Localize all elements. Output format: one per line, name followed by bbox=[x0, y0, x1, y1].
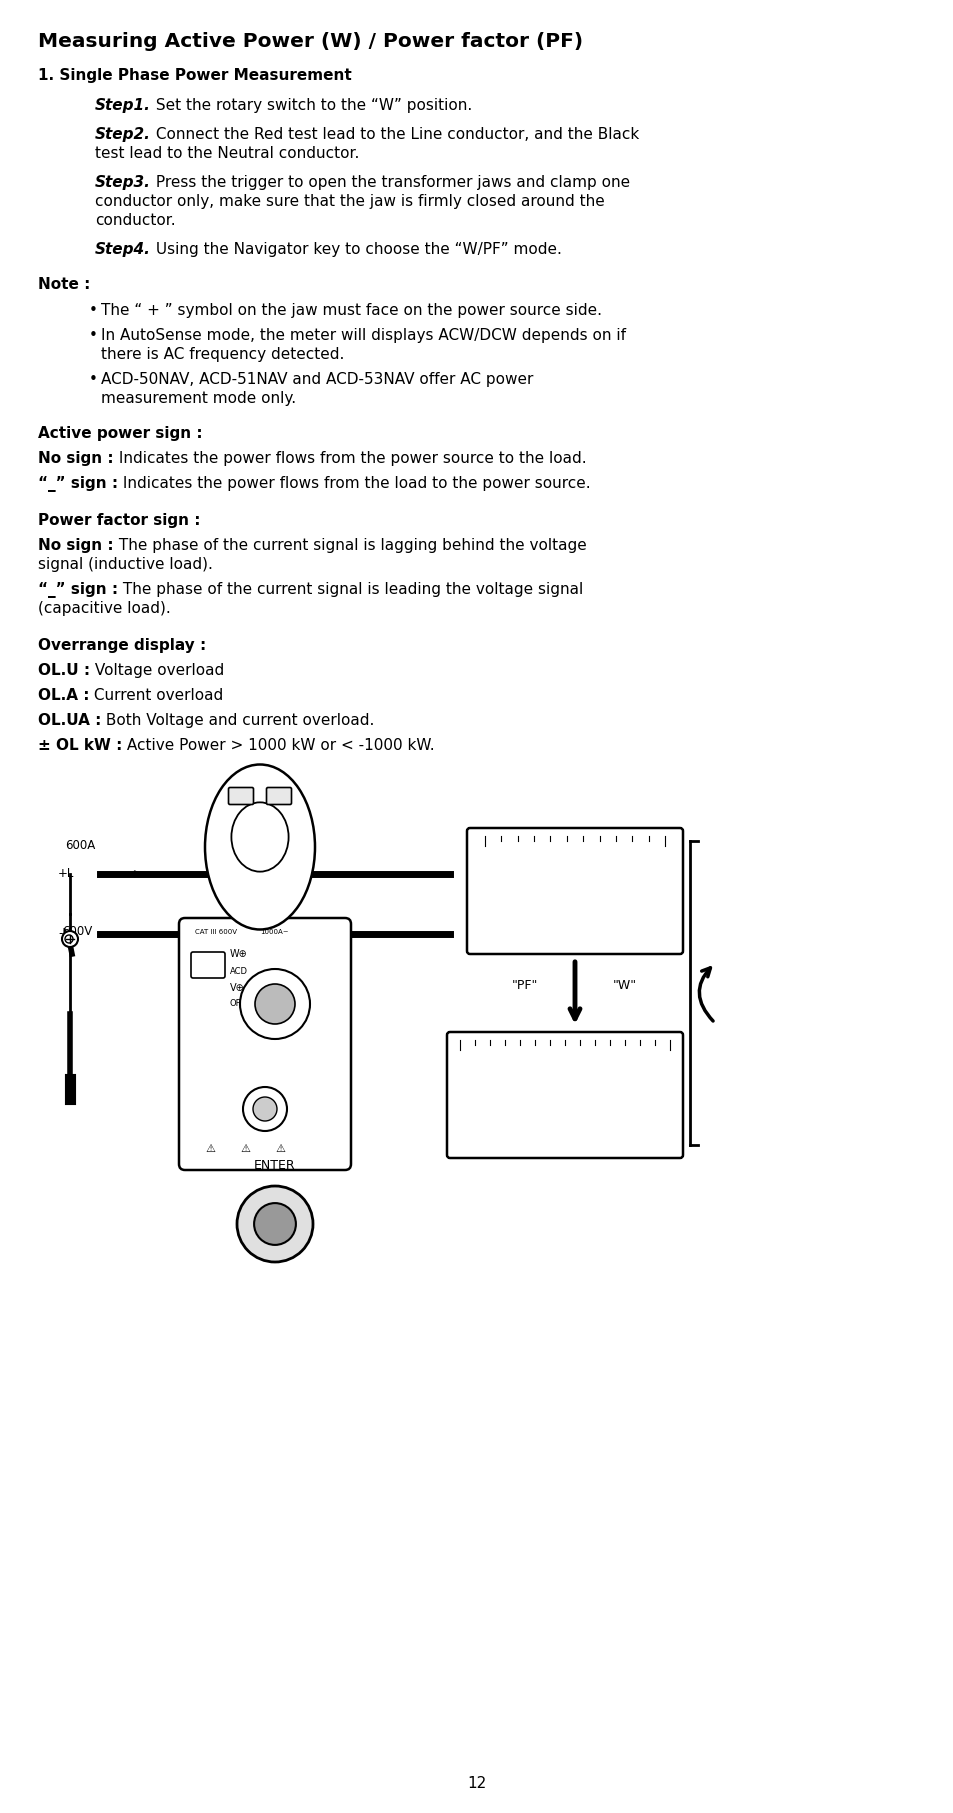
Text: –: – bbox=[210, 868, 216, 881]
Text: OL.UA :: OL.UA : bbox=[38, 713, 101, 729]
Text: W⊕: W⊕ bbox=[230, 948, 248, 959]
Circle shape bbox=[240, 968, 310, 1039]
Text: The phase of the current signal is leading the voltage signal: The phase of the current signal is leadi… bbox=[118, 582, 583, 596]
Text: "W": "W" bbox=[612, 979, 637, 992]
Text: (capacitive load).: (capacitive load). bbox=[38, 600, 171, 616]
Text: 1000A~: 1000A~ bbox=[260, 928, 289, 936]
Text: W⊕: W⊕ bbox=[196, 955, 218, 966]
Text: Indicates the power flows from the power source to the load.: Indicates the power flows from the power… bbox=[113, 451, 586, 466]
Text: Set the rotary switch to the “W” position.: Set the rotary switch to the “W” positio… bbox=[151, 98, 472, 112]
FancyBboxPatch shape bbox=[179, 917, 351, 1169]
Circle shape bbox=[254, 984, 294, 1024]
FancyBboxPatch shape bbox=[266, 787, 292, 805]
FancyBboxPatch shape bbox=[467, 829, 682, 954]
Text: +L: +L bbox=[58, 867, 74, 879]
Text: V⊕: V⊕ bbox=[230, 983, 245, 994]
Text: Indicates the power flows from the load to the power source.: Indicates the power flows from the load … bbox=[118, 477, 590, 491]
Text: ▼ W: ▼ W bbox=[488, 934, 511, 943]
Text: AC: AC bbox=[479, 850, 495, 861]
Text: kW: kW bbox=[648, 876, 667, 888]
Text: ⚠: ⚠ bbox=[274, 1144, 285, 1155]
Text: Step2.: Step2. bbox=[95, 127, 151, 141]
Text: No sign :: No sign : bbox=[38, 451, 113, 466]
Text: Press the trigger to open the transformer jaws and clamp one: Press the trigger to open the transforme… bbox=[151, 176, 629, 190]
Text: Active power sign :: Active power sign : bbox=[38, 426, 202, 441]
Text: ENTER: ENTER bbox=[253, 1159, 295, 1171]
Text: Measuring Active Power (W) / Power factor (PF): Measuring Active Power (W) / Power facto… bbox=[38, 33, 582, 51]
Text: •: • bbox=[89, 372, 98, 386]
Text: PF▼: PF▼ bbox=[504, 1137, 526, 1148]
Text: –: – bbox=[305, 868, 312, 881]
Text: Both Voltage and current overload.: Both Voltage and current overload. bbox=[101, 713, 375, 729]
Circle shape bbox=[65, 936, 73, 943]
Text: ⚠: ⚠ bbox=[240, 1144, 250, 1155]
Circle shape bbox=[253, 1204, 295, 1246]
FancyBboxPatch shape bbox=[229, 787, 253, 805]
Text: The “ + ” symbol on the jaw must face on the power source side.: The “ + ” symbol on the jaw must face on… bbox=[101, 303, 601, 317]
Circle shape bbox=[243, 1088, 287, 1131]
Text: •: • bbox=[89, 328, 98, 343]
Text: CAT III 600V: CAT III 600V bbox=[194, 928, 236, 936]
Text: 3500: 3500 bbox=[495, 859, 634, 906]
Text: test lead to the Neutral conductor.: test lead to the Neutral conductor. bbox=[95, 147, 359, 161]
Text: 600V: 600V bbox=[62, 925, 92, 937]
Text: Step4.: Step4. bbox=[95, 241, 151, 257]
Text: In AutoSense mode, the meter will displays ACW/DCW depends on if: In AutoSense mode, the meter will displa… bbox=[101, 328, 625, 343]
Text: The phase of the current signal is lagging behind the voltage: The phase of the current signal is laggi… bbox=[113, 538, 586, 553]
Text: -N: -N bbox=[58, 926, 71, 939]
Ellipse shape bbox=[232, 803, 289, 872]
Circle shape bbox=[236, 1186, 313, 1262]
Text: /: / bbox=[256, 790, 261, 800]
Text: “_” sign :: “_” sign : bbox=[38, 477, 118, 491]
Text: 1. Single Phase Power Measurement: 1. Single Phase Power Measurement bbox=[38, 69, 352, 83]
Text: OFF: OFF bbox=[230, 999, 246, 1008]
Text: 0.97: 0.97 bbox=[497, 1061, 621, 1108]
Text: OL.A :: OL.A : bbox=[38, 687, 90, 703]
Text: "PF": "PF" bbox=[511, 979, 537, 992]
Ellipse shape bbox=[205, 765, 314, 930]
Text: Current overload: Current overload bbox=[90, 687, 224, 703]
Text: conductor only, make sure that the jaw is firmly closed around the: conductor only, make sure that the jaw i… bbox=[95, 194, 604, 208]
Text: 600A: 600A bbox=[65, 839, 95, 852]
Text: Using the Navigator key to choose the “W/PF” mode.: Using the Navigator key to choose the “W… bbox=[151, 241, 561, 257]
Text: Note :: Note : bbox=[38, 277, 91, 292]
Text: Connect the Red test lead to the Line conductor, and the Black: Connect the Red test lead to the Line co… bbox=[151, 127, 639, 141]
Text: “_” sign :: “_” sign : bbox=[38, 582, 118, 598]
Text: Step3.: Step3. bbox=[95, 176, 151, 190]
Text: Active Power > 1000 kW or < -1000 kW.: Active Power > 1000 kW or < -1000 kW. bbox=[122, 738, 435, 752]
Text: ⚠: ⚠ bbox=[205, 1144, 214, 1155]
Text: 12: 12 bbox=[467, 1777, 486, 1791]
Text: PF: PF bbox=[651, 1053, 664, 1062]
Text: Power factor sign :: Power factor sign : bbox=[38, 513, 200, 528]
Text: W: W bbox=[470, 1137, 480, 1148]
FancyBboxPatch shape bbox=[191, 952, 225, 977]
Text: conductor.: conductor. bbox=[95, 212, 175, 228]
Text: signal (inductive load).: signal (inductive load). bbox=[38, 557, 213, 571]
Circle shape bbox=[62, 932, 78, 946]
Text: ▼ PF: ▼ PF bbox=[557, 934, 582, 943]
Text: ± OL kW :: ± OL kW : bbox=[38, 738, 122, 752]
Text: Overrange display :: Overrange display : bbox=[38, 638, 206, 653]
Text: •: • bbox=[89, 303, 98, 317]
Text: Voltage overload: Voltage overload bbox=[90, 664, 224, 678]
Text: OL.U :: OL.U : bbox=[38, 664, 90, 678]
FancyBboxPatch shape bbox=[447, 1032, 682, 1159]
Text: ACD: ACD bbox=[230, 966, 248, 975]
Text: measurement mode only.: measurement mode only. bbox=[101, 392, 295, 406]
Text: Step1.: Step1. bbox=[95, 98, 151, 112]
Circle shape bbox=[253, 1097, 276, 1120]
Text: No sign :: No sign : bbox=[38, 538, 113, 553]
Text: ACD-50NAV, ACD-51NAV and ACD-53NAV offer AC power: ACD-50NAV, ACD-51NAV and ACD-53NAV offer… bbox=[101, 372, 533, 386]
Text: there is AC frequency detected.: there is AC frequency detected. bbox=[101, 346, 344, 363]
